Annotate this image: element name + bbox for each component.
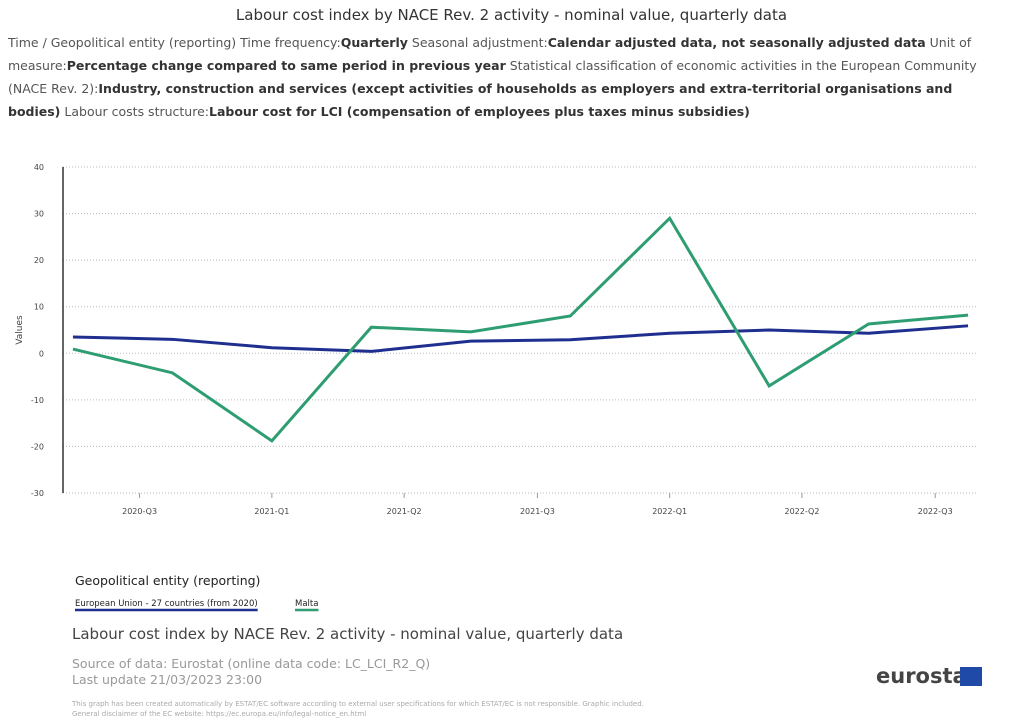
- logo: eurostat: [876, 664, 977, 688]
- x-tick-label: 2022-Q2: [784, 507, 819, 516]
- last-update: Last update 21/03/2023 23:00: [72, 672, 263, 687]
- y-tick-label: 20: [34, 256, 44, 265]
- disclaimer-line: This graph has been created automaticall…: [72, 700, 644, 708]
- filter-value: Calendar adjusted data, not seasonally a…: [547, 35, 926, 50]
- footer-title: Labour cost index by NACE Rev. 2 activit…: [72, 625, 624, 643]
- disclaimer: This graph has been created automaticall…: [72, 699, 644, 719]
- y-tick-label: -30: [31, 489, 44, 498]
- x-tick-label: 2021-Q3: [520, 507, 555, 516]
- filter-value: Quarterly: [340, 35, 408, 50]
- series-line: [72, 215, 969, 443]
- filter-label: Labour costs structure:: [64, 104, 209, 119]
- legend-label: Malta: [295, 599, 318, 609]
- x-tick-label: 2021-Q1: [254, 507, 289, 516]
- title: Labour cost index by NACE Rev. 2 activit…: [235, 6, 788, 24]
- y-tick-label: -20: [31, 442, 44, 451]
- source: Source of data: Eurostat (online data co…: [72, 656, 430, 688]
- subtitle-lead: Time / Geopolitical entity (reporting): [8, 35, 237, 50]
- x-tick-label: 2022-Q1: [652, 507, 687, 516]
- filter-label: Time frequency:: [240, 35, 341, 50]
- filter-value: Percentage change compared to same perio…: [66, 58, 506, 73]
- filter-label: Seasonal adjustment:: [411, 35, 548, 50]
- eu-flag: [960, 667, 982, 686]
- y-tick-label: 40: [34, 163, 44, 172]
- x-tick-label: 2020-Q3: [122, 507, 157, 516]
- y-tick-label: 0: [39, 349, 44, 358]
- legend-label: European Union - 27 countries (from 2020…: [75, 599, 258, 609]
- filter-value: Labour cost for LCI (compensation of emp…: [209, 104, 750, 119]
- filter-label: Statistical classification of economic a…: [8, 58, 977, 96]
- legend-title: Geopolitical entity (reporting): [75, 573, 260, 588]
- subtitle: Time / Geopolitical entity (reporting) T…: [8, 31, 998, 123]
- x-tick-label: 2022-Q3: [918, 507, 953, 516]
- filter-label: Unit of measure:: [8, 35, 972, 73]
- y-tick-label: -10: [31, 396, 44, 405]
- y-axis-label: Values: [15, 315, 25, 345]
- series-line: [72, 324, 969, 353]
- filter-value: Industry, construction and services (exc…: [8, 81, 953, 119]
- source-line: Source of data: Eurostat (online data co…: [72, 656, 431, 671]
- y-tick-label: 10: [34, 303, 44, 312]
- y-tick-label: 30: [34, 210, 44, 219]
- disclaimer-line: General disclaimer of the EC website: ht…: [72, 710, 367, 718]
- x-tick-label: 2021-Q2: [387, 507, 422, 516]
